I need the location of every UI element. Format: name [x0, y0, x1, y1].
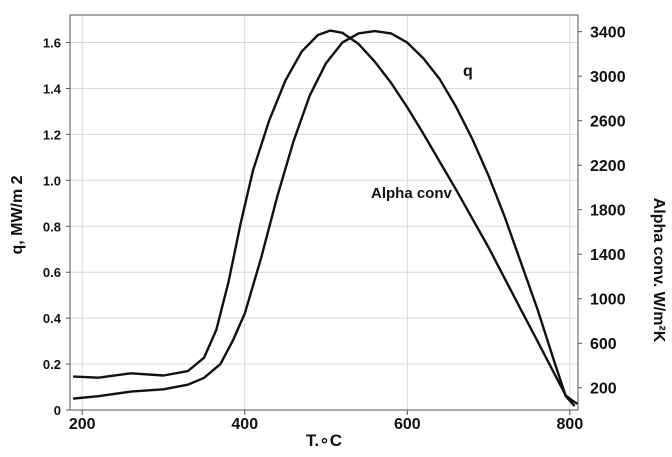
grid-lines	[70, 15, 578, 411]
x-tick-label: 200	[69, 416, 96, 433]
right-y-axis-ticks: 200 600 1000 1400 1800 2200 2600 3000 3400	[578, 25, 626, 398]
left-y-axis-ticks: 0 0.2 0.4 0.6 0.8 1.0 1.2 1.4 1.6	[43, 36, 70, 418]
y-tick-label: 0	[54, 403, 61, 418]
y-tick-label: 1.2	[43, 127, 61, 142]
y-right-tick-label: 3000	[590, 69, 626, 86]
y-right-tick-label: 200	[590, 381, 617, 398]
series-label-q: q	[463, 63, 473, 80]
y-right-tick-label: 1400	[590, 247, 626, 264]
y-tick-label: 0.8	[43, 219, 61, 234]
x-tick-label: 600	[394, 416, 421, 433]
left-y-axis-title: q, MW/m 2	[9, 175, 26, 254]
y-right-tick-label: 2200	[590, 158, 626, 175]
y-right-tick-label: 3400	[590, 25, 626, 42]
x-tick-label: 400	[231, 416, 258, 433]
y-tick-label: 0.2	[43, 357, 61, 372]
plot-frame	[69, 14, 579, 411]
x-axis-ticks: 200 400 600 800	[69, 410, 583, 433]
y-right-tick-label: 1800	[590, 203, 626, 220]
y-right-tick-label: 600	[590, 336, 617, 353]
y-tick-label: 0.4	[43, 311, 62, 326]
y-right-tick-label: 1000	[590, 292, 626, 309]
y-tick-label: 1.4	[43, 81, 62, 96]
y-tick-label: 0.6	[43, 265, 61, 280]
x-axis-title: T.∘C	[306, 431, 342, 450]
series-lines	[72, 29, 578, 407]
x-tick-label: 800	[557, 416, 584, 433]
series-line-alpha-conv	[72, 29, 578, 405]
right-y-axis-title: Alpha conv. W/m²K	[650, 198, 667, 343]
y-tick-label: 1.0	[43, 173, 61, 188]
y-right-tick-label: 2600	[590, 114, 626, 131]
y-tick-label: 1.6	[43, 36, 61, 51]
plot-background	[70, 15, 578, 410]
series-line-q	[72, 29, 576, 407]
series-label-alpha-conv: Alpha conv	[371, 185, 453, 202]
